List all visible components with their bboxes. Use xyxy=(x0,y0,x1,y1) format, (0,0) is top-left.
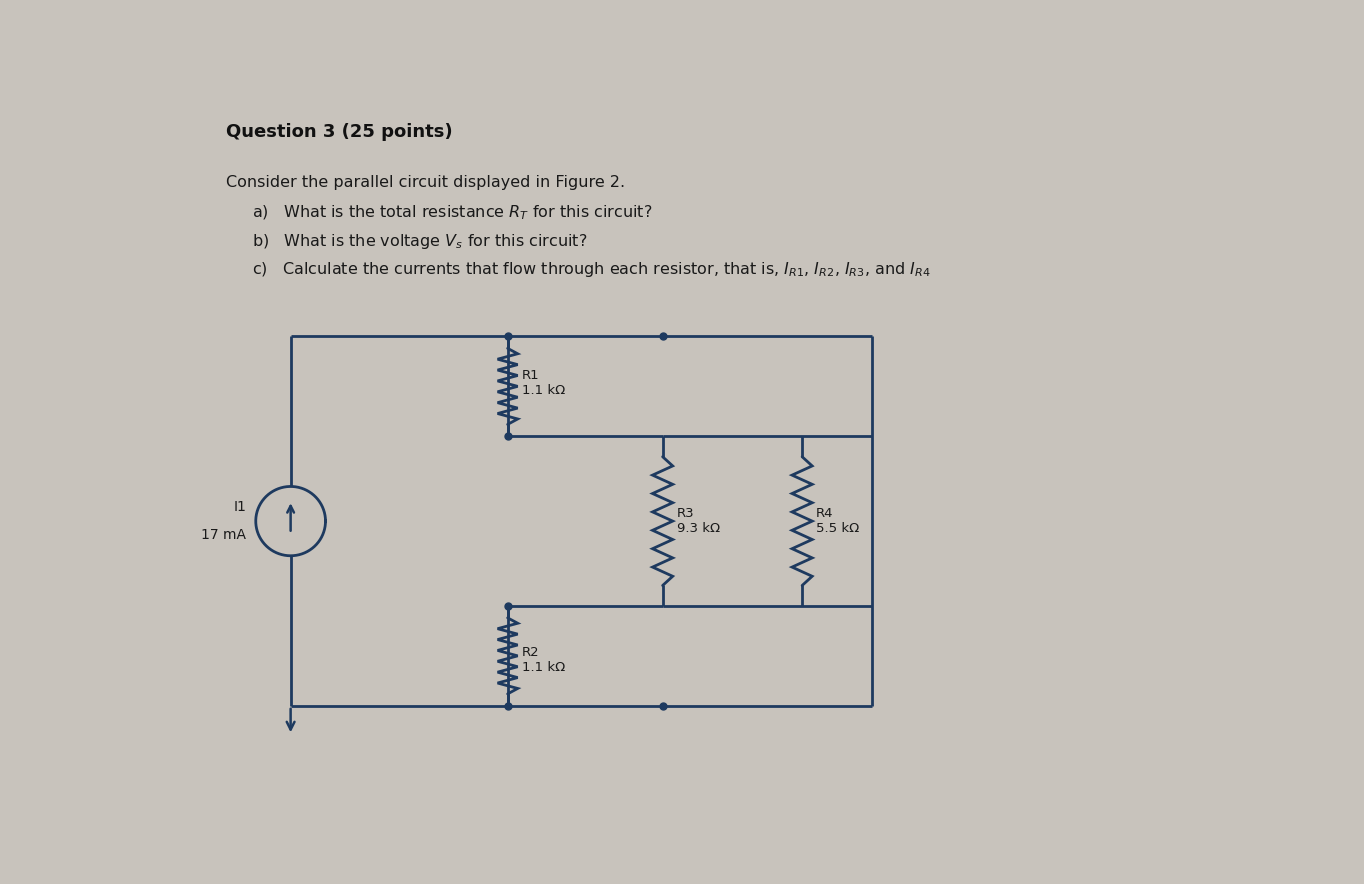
Text: Question 3 (25 points): Question 3 (25 points) xyxy=(226,123,453,141)
Text: R2
1.1 kΩ: R2 1.1 kΩ xyxy=(521,645,565,674)
Text: R4
5.5 kΩ: R4 5.5 kΩ xyxy=(816,507,859,535)
Text: R1
1.1 kΩ: R1 1.1 kΩ xyxy=(521,369,565,397)
Text: R3
9.3 kΩ: R3 9.3 kΩ xyxy=(677,507,720,535)
Text: a)   What is the total resistance $R_T$ for this circuit?: a) What is the total resistance $R_T$ fo… xyxy=(252,203,652,222)
Text: c)   Calculate the currents that flow through each resistor, that is, $I_{R1}$, : c) Calculate the currents that flow thro… xyxy=(252,260,930,279)
Text: 17 mA: 17 mA xyxy=(202,528,247,542)
Text: I1: I1 xyxy=(233,500,247,514)
Text: b)   What is the voltage $V_s$ for this circuit?: b) What is the voltage $V_s$ for this ci… xyxy=(252,232,587,250)
Text: Consider the parallel circuit displayed in Figure 2.: Consider the parallel circuit displayed … xyxy=(226,175,626,189)
